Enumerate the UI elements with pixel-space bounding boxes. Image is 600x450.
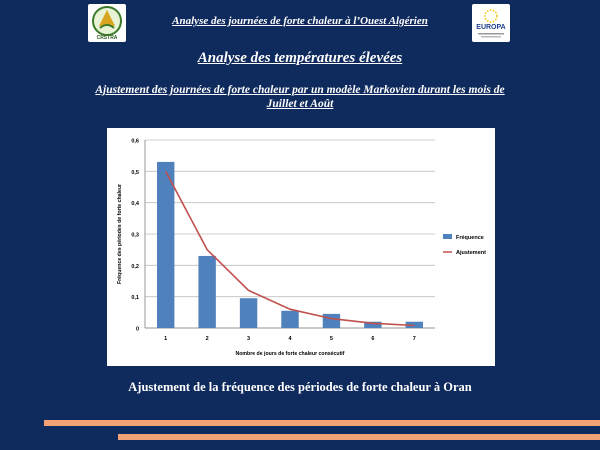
x-tick-label: 2 bbox=[206, 336, 209, 342]
y-tick-label: 0,5 bbox=[131, 170, 139, 176]
y-tick-label: 0,6 bbox=[131, 139, 139, 145]
slide-subtitle: Ajustement des journées de forte chaleur… bbox=[95, 84, 505, 110]
x-tick-label: 3 bbox=[247, 336, 250, 342]
y-tick-label: 0 bbox=[136, 327, 139, 333]
slide-title: Analyse des températures élevées bbox=[197, 50, 403, 66]
europa-logo-text: EUROPA bbox=[476, 24, 505, 31]
legend-label-frequence: Fréquence bbox=[456, 235, 484, 241]
y-tick-label: 0,3 bbox=[131, 233, 139, 239]
decorative-stripe-top bbox=[44, 420, 600, 426]
y-tick-label: 0,1 bbox=[131, 295, 139, 301]
x-tick-label: 7 bbox=[413, 336, 416, 342]
europa-logo-graphic: EUROPA bbox=[476, 9, 506, 38]
x-axis-label: Nombre de jours de forte chaleur consécu… bbox=[236, 351, 345, 357]
bar-5 bbox=[322, 313, 341, 328]
decorative-stripe-bottom bbox=[118, 434, 600, 440]
chart-caption: Ajustement de la fréquence des périodes … bbox=[128, 380, 472, 394]
y-tick-label: 0,4 bbox=[131, 201, 140, 207]
bar-3 bbox=[239, 298, 258, 328]
europa-logo: EUROPA bbox=[472, 4, 510, 42]
bar-1 bbox=[157, 161, 175, 328]
x-tick-label: 1 bbox=[164, 336, 167, 342]
y-axis-label: Fréquence des périodes de forte chaleur bbox=[117, 184, 123, 284]
frequency-chart: 0 0,1 0,2 0,3 0,4 0,5 0,6 1 2 3 4 5 6 7 Nombre de jour… bbox=[117, 139, 486, 358]
legend-swatch-frequence bbox=[443, 234, 452, 239]
chart-container: 0 0,1 0,2 0,3 0,4 0,5 0,6 1 2 3 4 5 6 7 Nombre de jour… bbox=[107, 128, 495, 366]
header-title: Analyse des journées de forte chaleur à … bbox=[172, 15, 428, 27]
crstra-logo-text: CRSTRA bbox=[97, 35, 118, 41]
legend-label-ajustement: Ajustement bbox=[456, 250, 486, 256]
x-tick-label: 5 bbox=[330, 336, 333, 342]
x-tick-label: 4 bbox=[288, 336, 292, 342]
bar-6 bbox=[364, 321, 382, 328]
bar-4 bbox=[281, 310, 299, 328]
line-ajustement bbox=[165, 170, 415, 327]
y-tick-label: 0,2 bbox=[131, 264, 139, 270]
bar-2 bbox=[198, 255, 216, 328]
crstra-logo: CRSTRA bbox=[88, 4, 126, 42]
crstra-logo-graphic: CRSTRA bbox=[92, 6, 122, 41]
x-tick-label: 6 bbox=[371, 336, 374, 342]
